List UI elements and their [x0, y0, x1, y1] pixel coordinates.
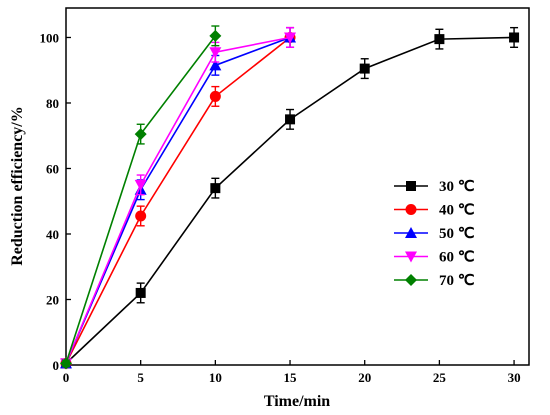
data-point — [135, 210, 147, 222]
data-point — [209, 90, 221, 102]
data-point — [135, 287, 146, 298]
data-point — [285, 114, 296, 125]
data-point — [210, 183, 221, 194]
series-line — [65, 36, 291, 364]
data-point — [60, 357, 72, 370]
x-axis-title: Time/min — [264, 393, 330, 410]
series-line — [65, 36, 291, 364]
plot-frame — [65, 7, 530, 366]
data-point — [209, 59, 222, 71]
data-point — [434, 34, 445, 45]
y-axis-title: Reduction efficiency/% — [9, 106, 26, 266]
data-point — [134, 179, 147, 191]
y-tick-label: 60 — [46, 161, 59, 176]
plot-layer: 0 5 10 15 20 25 30 0 20 40 60 80 100 30 ℃ 40 ℃ 50 ℃ 60 ℃… — [40, 7, 530, 385]
y-tick-label: 20 — [46, 292, 59, 307]
data-point — [509, 32, 520, 43]
legend-label: 30 ℃ — [439, 179, 475, 195]
legend-marker — [405, 274, 417, 286]
y-tick-label: 100 — [40, 30, 60, 45]
legend-label: 70 ℃ — [439, 273, 475, 289]
legend: 30 ℃ 40 ℃ 50 ℃ 60 ℃ 70 ℃ — [394, 179, 475, 289]
legend-marker — [406, 181, 416, 191]
y-tick-label: 0 — [53, 358, 60, 373]
data-point — [134, 128, 147, 141]
x-tick-label: 25 — [433, 370, 447, 385]
legend-marker — [405, 227, 417, 238]
x-tick-label: 30 — [508, 370, 521, 385]
legend-label: 40 ℃ — [439, 203, 475, 219]
legend-marker — [405, 204, 417, 215]
legend-marker — [405, 251, 417, 263]
data-point — [359, 63, 370, 74]
series-3 — [60, 26, 297, 370]
series-line — [65, 36, 515, 364]
x-tick-label: 15 — [284, 370, 298, 385]
legend-label: 50 ℃ — [439, 226, 475, 242]
series-4 — [60, 25, 222, 370]
data-point — [284, 32, 297, 44]
x-tick-label: 0 — [63, 370, 70, 385]
series-2 — [60, 26, 297, 369]
data-point — [209, 47, 222, 59]
series-line — [65, 36, 291, 364]
x-tick-label: 5 — [137, 370, 144, 385]
y-tick-label: 80 — [46, 96, 59, 111]
data-point — [209, 29, 222, 42]
y-tick-label: 40 — [46, 227, 59, 242]
x-tick-label: 20 — [358, 370, 371, 385]
series-1 — [60, 26, 296, 369]
legend-label: 60 ℃ — [439, 250, 475, 266]
x-tick-label: 10 — [209, 370, 222, 385]
series-0 — [61, 26, 520, 369]
